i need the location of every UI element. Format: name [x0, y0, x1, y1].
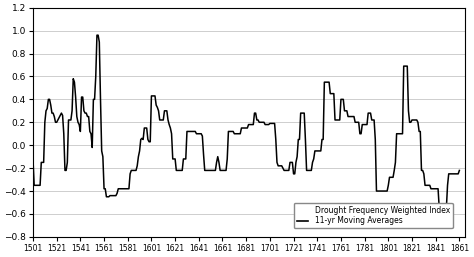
Legend: Drought Frequency Weighted Index, 11-yr Moving Averages: Drought Frequency Weighted Index, 11-yr …: [294, 203, 453, 228]
